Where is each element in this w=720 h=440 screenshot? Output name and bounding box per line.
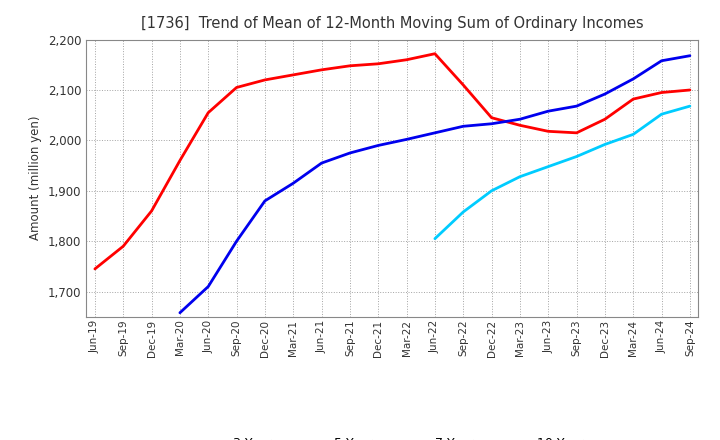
Y-axis label: Amount (million yen): Amount (million yen)	[30, 116, 42, 240]
Legend: 3 Years, 5 Years, 7 Years, 10 Years: 3 Years, 5 Years, 7 Years, 10 Years	[190, 432, 595, 440]
Title: [1736]  Trend of Mean of 12-Month Moving Sum of Ordinary Incomes: [1736] Trend of Mean of 12-Month Moving …	[141, 16, 644, 32]
